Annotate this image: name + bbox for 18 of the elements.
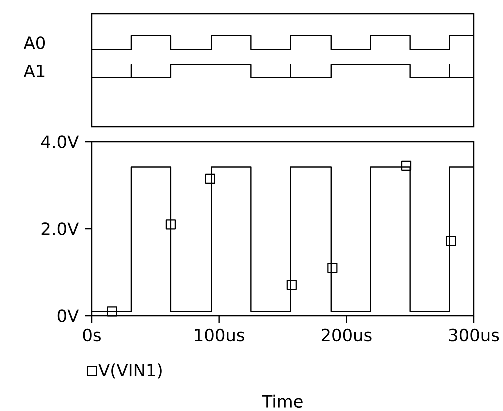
- x-tick-label: 100us: [195, 328, 244, 342]
- text: A0: [24, 36, 46, 50]
- x-tick-label: 200us: [322, 328, 372, 342]
- x-axis-title: Time: [262, 394, 303, 408]
- point: [446, 236, 456, 246]
- point: [286, 280, 297, 290]
- x-tick-label: 300us: [449, 328, 500, 342]
- point: [401, 160, 412, 171]
- y-tick-label: 4.0V: [41, 136, 80, 148]
- text: A1: [24, 64, 45, 78]
- point: [205, 174, 216, 184]
- y-tick-label: 0V: [58, 310, 80, 322]
- x-tick-label: 0s: [83, 328, 101, 342]
- legend-label: V(VIN1): [98, 364, 162, 379]
- y-tick-label: 2.0V: [42, 222, 80, 236]
- point: [328, 263, 338, 274]
- point: [166, 220, 176, 230]
- point: [107, 306, 118, 317]
